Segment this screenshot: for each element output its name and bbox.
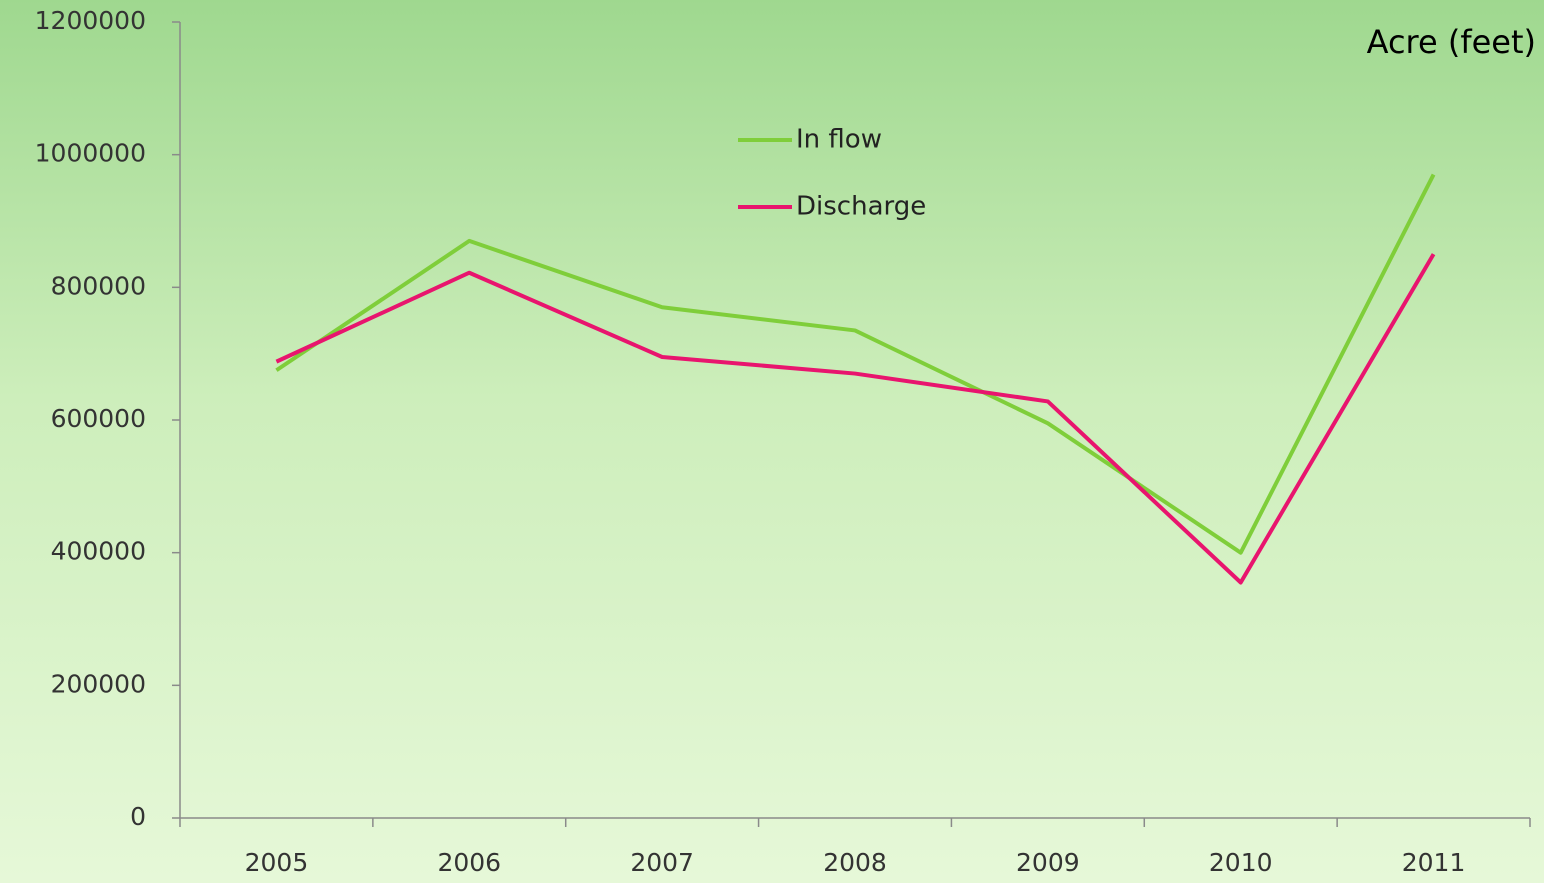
- y-tick-label: 400000: [51, 537, 146, 566]
- y-tick-label: 600000: [51, 404, 146, 433]
- x-tick-label: 2008: [823, 848, 887, 877]
- x-tick-label: 2009: [1016, 848, 1080, 877]
- x-tick-label: 2007: [630, 848, 694, 877]
- y-tick-label: 200000: [51, 669, 146, 698]
- line-series: [275, 173, 1436, 555]
- y-tick-label: 1000000: [35, 139, 146, 168]
- x-tick-label: 2006: [437, 848, 501, 877]
- y-tick-label: 0: [130, 802, 146, 831]
- y-tick-label: 800000: [51, 271, 146, 300]
- x-tick-label: 2010: [1209, 848, 1273, 877]
- legend-label: Discharge: [796, 192, 926, 222]
- x-tick-label: 2011: [1402, 848, 1466, 877]
- annotation: Acre (feet): [1367, 23, 1536, 61]
- x-tick-label: 2005: [245, 848, 309, 877]
- line-series: [275, 253, 1436, 585]
- y-tick-label: 1200000: [35, 6, 146, 35]
- legend-label: In flow: [796, 125, 882, 155]
